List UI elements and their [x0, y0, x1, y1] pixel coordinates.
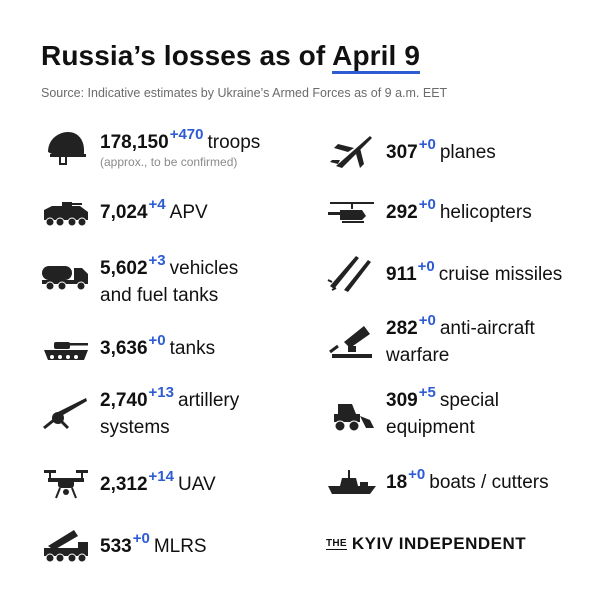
- troops-increase: +470: [169, 126, 204, 143]
- planes-increase: +0: [418, 136, 436, 153]
- troops-label: troops: [207, 132, 261, 153]
- source-note: Source: Indicative estimates by Ukraine’…: [41, 86, 448, 100]
- missiles-label: cruise missiles: [438, 264, 563, 285]
- boats-label: boats / cutters: [429, 472, 549, 493]
- helicopters-number: 292: [386, 202, 418, 223]
- anti-aircraft-number: 282: [386, 318, 418, 339]
- anti-aircraft-icon: [326, 322, 378, 362]
- helicopter-icon: [326, 194, 378, 234]
- kyiv-independent-logo: THE KYIV INDEPENDENT: [326, 534, 526, 554]
- mlrs-label: MLRS: [153, 536, 207, 557]
- boats-increase: +0: [408, 466, 426, 483]
- apv-increase: +4: [148, 196, 166, 213]
- plane-icon: [326, 132, 378, 172]
- missile-icon: [326, 252, 378, 292]
- tanks-label: tanks: [169, 338, 216, 359]
- vehicles-label: vehicles: [169, 258, 239, 279]
- apv-stat: 7,024+4 APV: [100, 196, 208, 227]
- special-equipment-increase: +5: [418, 384, 436, 401]
- drone-icon: [40, 464, 92, 504]
- special-equipment-stat: 309+5 special equipment: [386, 384, 499, 441]
- special-equipment-label-2: equipment: [386, 417, 475, 438]
- missiles-increase: +0: [417, 258, 435, 275]
- helmet-icon: [40, 128, 92, 168]
- apv-label: APV: [169, 202, 208, 223]
- boat-icon: [326, 462, 378, 502]
- mlrs-icon: [40, 526, 92, 566]
- title-prefix: Russia’s losses as of: [41, 40, 333, 71]
- vehicles-stat: 5,602+3 vehicles and fuel tanks: [100, 252, 239, 309]
- tank-icon: [40, 330, 92, 370]
- page-title: Russia’s losses as of April 9: [41, 40, 420, 74]
- artillery-icon: [40, 392, 92, 432]
- logo-the: THE: [326, 538, 347, 550]
- tanks-number: 3,636: [100, 338, 148, 359]
- artillery-stat: 2,740+13 artillery systems: [100, 384, 240, 441]
- helicopters-increase: +0: [418, 196, 436, 213]
- tanks-stat: 3,636+0 tanks: [100, 332, 216, 363]
- uav-number: 2,312: [100, 474, 148, 495]
- vehicles-number: 5,602: [100, 258, 148, 279]
- logo-name: KYIV INDEPENDENT: [351, 534, 527, 553]
- anti-aircraft-increase: +0: [418, 312, 436, 329]
- uav-label: UAV: [178, 474, 216, 495]
- boats-number: 18: [386, 472, 408, 493]
- artillery-number: 2,740: [100, 390, 148, 411]
- artillery-label: artillery: [178, 390, 240, 411]
- vehicles-increase: +3: [148, 252, 166, 269]
- uav-stat: 2,312+14 UAV: [100, 468, 216, 499]
- missiles-stat: 911+0 cruise missiles: [386, 258, 563, 289]
- helicopters-stat: 292+0 helicopters: [386, 196, 532, 227]
- anti-aircraft-label: anti-aircraft: [439, 318, 535, 339]
- troops-number: 178,150: [100, 132, 169, 153]
- fuel-truck-icon: [40, 256, 92, 296]
- vehicles-label-2: and fuel tanks: [100, 285, 219, 306]
- anti-aircraft-stat: 282+0 anti-aircraft warfare: [386, 312, 535, 369]
- title-date: April 9: [332, 40, 420, 74]
- special-equipment-icon: [326, 394, 378, 434]
- mlrs-number: 533: [100, 536, 132, 557]
- uav-increase: +14: [148, 468, 174, 485]
- mlrs-increase: +0: [132, 530, 150, 547]
- mlrs-stat: 533+0 MLRS: [100, 530, 207, 561]
- artillery-increase: +13: [148, 384, 174, 401]
- apv-number: 7,024: [100, 202, 148, 223]
- troops-note: (approx., to be confirmed): [100, 155, 238, 169]
- anti-aircraft-label-2: warfare: [386, 345, 450, 366]
- planes-number: 307: [386, 142, 418, 163]
- tanks-increase: +0: [148, 332, 166, 349]
- troops-stat: 178,150+470 troops (approx., to be confir…: [100, 126, 261, 169]
- planes-stat: 307+0 planes: [386, 136, 496, 167]
- missiles-number: 911: [386, 264, 417, 285]
- apv-icon: [40, 194, 92, 234]
- helicopters-label: helicopters: [439, 202, 532, 223]
- planes-label: planes: [439, 142, 496, 163]
- artillery-label-2: systems: [100, 417, 170, 438]
- special-equipment-label: special: [439, 390, 499, 411]
- boats-stat: 18+0 boats / cutters: [386, 466, 549, 497]
- special-equipment-number: 309: [386, 390, 418, 411]
